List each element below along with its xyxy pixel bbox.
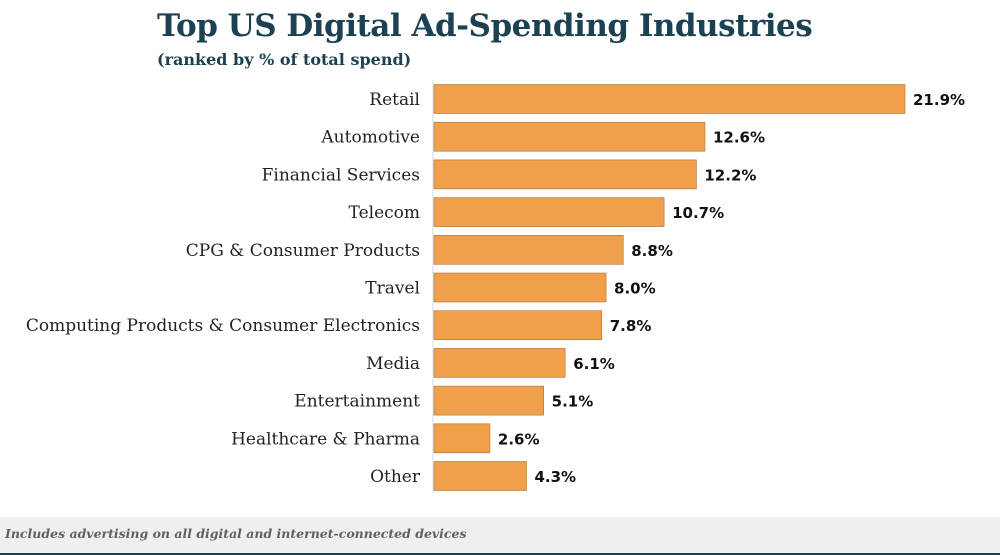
bar bbox=[433, 159, 697, 190]
value-label: 8.0% bbox=[614, 280, 656, 298]
value-label: 12.6% bbox=[713, 129, 765, 147]
category-label: Computing Products & Consumer Electronic… bbox=[26, 316, 420, 336]
value-label: 6.1% bbox=[573, 355, 615, 373]
category-label: Retail bbox=[369, 90, 420, 110]
value-label: 10.7% bbox=[672, 204, 724, 222]
bars-group: Retail 21.9% Automotive 12.6% Financial Serv… bbox=[26, 84, 965, 491]
value-label: 2.6% bbox=[498, 430, 540, 448]
footer-bar: Includes advertising on all digital and … bbox=[0, 517, 1000, 555]
category-label: CPG & Consumer Products bbox=[186, 241, 420, 261]
category-label: Automotive bbox=[320, 128, 420, 148]
category-label: Travel bbox=[365, 279, 420, 299]
value-label: 12.2% bbox=[704, 166, 756, 184]
footer-note: Includes advertising on all digital and … bbox=[5, 526, 467, 541]
bar bbox=[433, 272, 607, 303]
chart-title: Top US Digital Ad-Spending Industries bbox=[157, 8, 813, 44]
bar bbox=[433, 84, 906, 114]
category-label: Media bbox=[366, 354, 420, 374]
bar bbox=[433, 121, 706, 152]
bar bbox=[433, 235, 624, 265]
category-label: Telecom bbox=[349, 203, 420, 223]
value-label: 21.9% bbox=[913, 91, 965, 109]
category-label: Other bbox=[370, 467, 421, 487]
category-label: Healthcare & Pharma bbox=[231, 429, 420, 449]
value-label: 5.1% bbox=[552, 393, 594, 411]
category-label: Entertainment bbox=[294, 392, 420, 412]
bar bbox=[433, 461, 527, 491]
bar-chart: Retail 21.9% Automotive 12.6% Financial Serv… bbox=[26, 80, 965, 493]
bar bbox=[433, 310, 603, 341]
value-label: 8.8% bbox=[631, 242, 673, 260]
value-label: 4.3% bbox=[534, 468, 576, 486]
chart-subtitle: (ranked by % of total spend) bbox=[157, 50, 412, 69]
bar bbox=[433, 348, 566, 378]
category-label: Financial Services bbox=[262, 165, 420, 185]
bar bbox=[433, 385, 544, 416]
value-label: 7.8% bbox=[610, 317, 652, 335]
bar bbox=[433, 423, 491, 454]
bar bbox=[433, 197, 665, 227]
